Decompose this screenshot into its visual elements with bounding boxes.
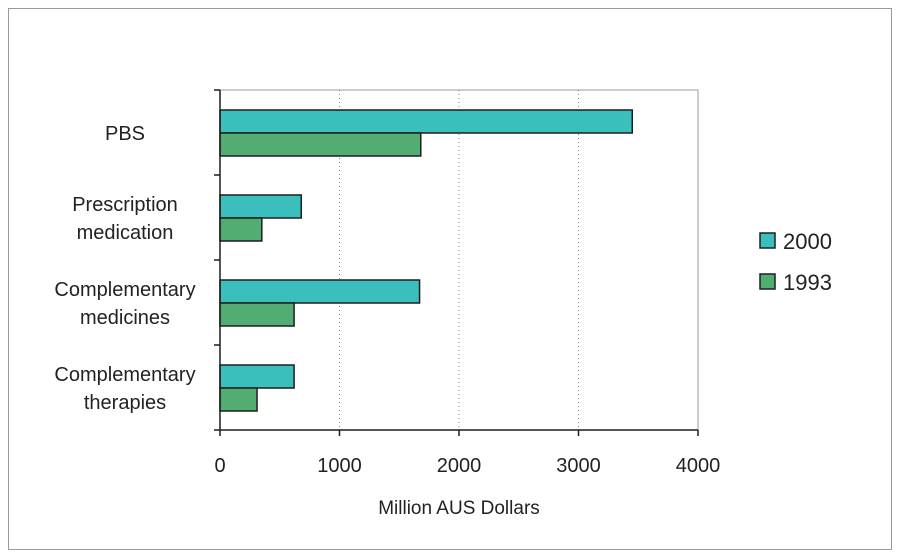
- legend: 2000 1993: [759, 229, 832, 295]
- category-label: Complementary therapies: [54, 364, 195, 414]
- category-label-line: Complementary: [54, 364, 195, 386]
- bar-2000-0: [219, 109, 634, 134]
- category-labels: PBS Prescription medication Complementary me…: [54, 123, 195, 414]
- bar-1993-2: [219, 302, 295, 327]
- bar-2000-3: [219, 364, 295, 389]
- y-axis-ticks: [214, 89, 220, 431]
- legend-label-1993: 1993: [783, 270, 832, 295]
- legend-swatch-2000: [759, 232, 776, 249]
- x-axis-ticks: [219, 430, 699, 436]
- category-label-line: medicines: [80, 307, 170, 329]
- category-label: Prescription medication: [72, 194, 178, 244]
- x-tick-label: 4000: [676, 455, 721, 477]
- bar-2000-1: [219, 194, 303, 219]
- bar-1993-3: [219, 387, 258, 412]
- bar-1993-0: [219, 132, 422, 157]
- category-label-line: PBS: [105, 123, 145, 145]
- bar-2000-2: [219, 279, 421, 304]
- legend-label-2000: 2000: [783, 229, 832, 254]
- category-label-line: Prescription: [72, 194, 178, 216]
- category-label: PBS: [105, 123, 145, 145]
- category-label-line: Complementary: [54, 279, 195, 301]
- category-label: Complementary medicines: [54, 279, 195, 329]
- category-label-line: medication: [77, 222, 174, 244]
- category-label-line: therapies: [84, 392, 166, 414]
- bars: [219, 109, 634, 412]
- x-tick-label: 0: [214, 455, 225, 477]
- x-axis-title: Million AUS Dollars: [378, 498, 540, 519]
- bar-1993-1: [219, 217, 263, 242]
- x-tick-label: 3000: [556, 455, 601, 477]
- x-tick-label: 2000: [437, 455, 482, 477]
- x-tick-labels: 0 1000 2000 3000 4000: [214, 455, 720, 477]
- x-tick-label: 1000: [317, 455, 362, 477]
- legend-swatch-1993: [759, 273, 776, 290]
